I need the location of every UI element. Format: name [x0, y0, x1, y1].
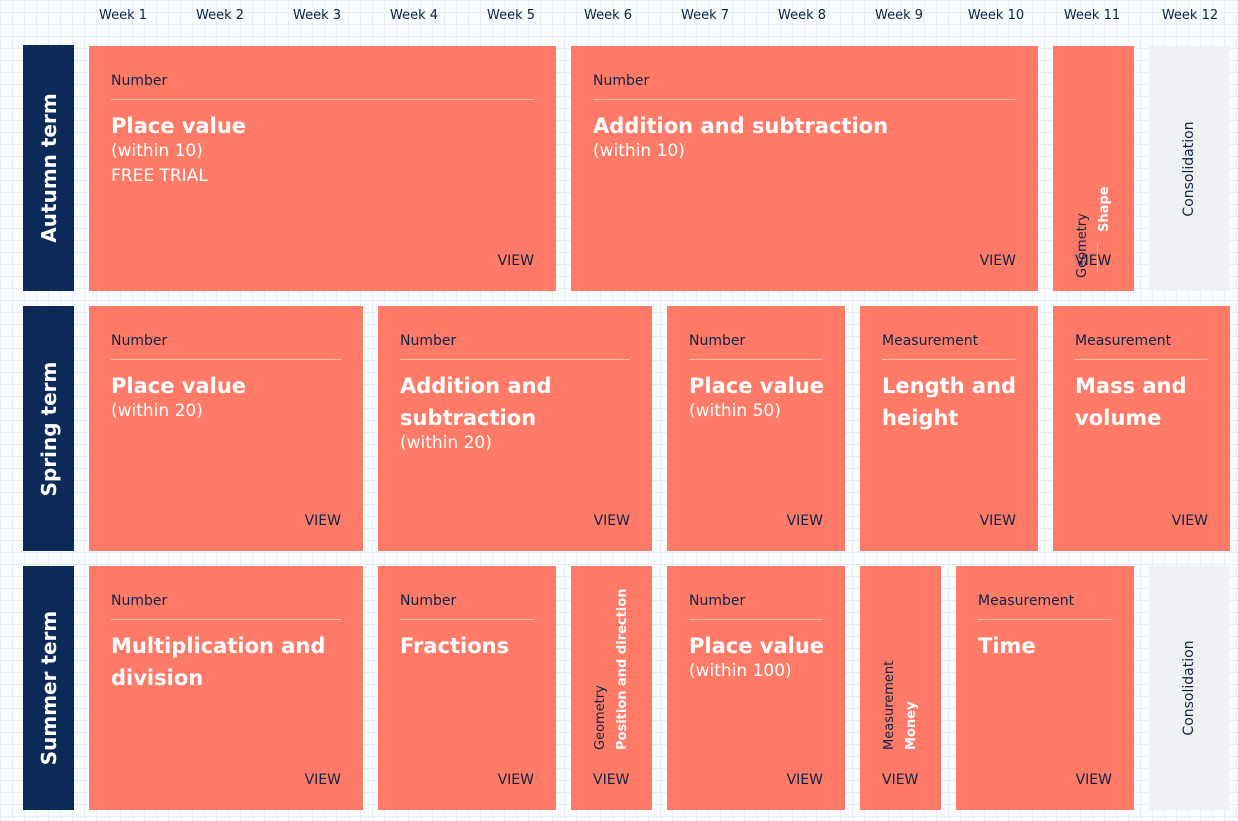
card-title-line-2: subtraction: [400, 406, 537, 430]
card-summer-fractions[interactable]: Number Fractions VIEW: [378, 566, 556, 810]
card-title-line-1: Mass and: [1075, 374, 1187, 398]
card-spring-mass-volume[interactable]: Measurement Mass and volume VIEW: [1053, 306, 1230, 551]
card-spring-place-value-50[interactable]: Number Place value (within 50) VIEW: [667, 306, 845, 551]
view-link[interactable]: VIEW: [979, 253, 1016, 269]
card-summer-position-direction[interactable]: Geometry Position and direction VIEW: [571, 566, 652, 810]
consolidation-label: Consolidation: [1181, 120, 1197, 217]
card-autumn-place-value[interactable]: Number Place value (within 10) FREE TRIA…: [89, 46, 556, 291]
week-2-label: Week 2: [195, 8, 245, 23]
card-title: Position and direction: [615, 588, 630, 750]
view-link[interactable]: VIEW: [304, 772, 341, 788]
view-link[interactable]: VIEW: [304, 513, 341, 529]
view-link[interactable]: VIEW: [593, 513, 630, 529]
week-9-label: Week 9: [874, 8, 924, 23]
card-title-line-2: height: [882, 406, 959, 430]
summer-term-text: Summer term: [36, 610, 61, 766]
strand-label: Measurement: [882, 660, 897, 750]
card-title: Shape: [1097, 186, 1112, 232]
strand-label: Number: [689, 333, 823, 360]
card-title: Fractions: [400, 634, 510, 658]
card-subtitle: (within 20): [111, 401, 203, 421]
card-summer-money[interactable]: Measurement Money VIEW: [860, 566, 941, 810]
view-link[interactable]: VIEW: [1075, 253, 1112, 269]
strand-label: Number: [111, 333, 341, 360]
card-subtitle: (within 20): [400, 433, 492, 453]
view-link[interactable]: VIEW: [497, 772, 534, 788]
card-spring-length-height[interactable]: Measurement Length and height VIEW: [860, 306, 1038, 551]
card-autumn-addition-subtraction[interactable]: Number Addition and subtraction (within …: [571, 46, 1038, 291]
card-summer-place-value-100[interactable]: Number Place value (within 100) VIEW: [667, 566, 845, 810]
strand-label: Number: [689, 593, 823, 620]
card-spring-place-value[interactable]: Number Place value (within 20) VIEW: [89, 306, 363, 551]
spring-term-label: Spring term: [23, 306, 74, 551]
autumn-term-text: Autumn term: [36, 93, 61, 243]
strand-label: Measurement: [882, 333, 1016, 360]
view-link[interactable]: VIEW: [1075, 772, 1112, 788]
view-link[interactable]: VIEW: [786, 513, 823, 529]
summer-consolidation: Consolidation: [1149, 566, 1229, 810]
card-subtitle: (within 10): [111, 141, 203, 161]
free-trial-label: FREE TRIAL: [111, 166, 208, 186]
week-11-label: Week 11: [1063, 8, 1121, 23]
card-title-line-1: Length and: [882, 374, 1017, 398]
divider: [1097, 242, 1110, 272]
card-title: Place value: [689, 374, 825, 398]
strand-label: Geometry: [593, 685, 608, 750]
week-8-label: Week 8: [777, 8, 827, 23]
view-link[interactable]: VIEW: [1171, 513, 1208, 529]
card-title: Place value: [111, 114, 247, 138]
week-6-label: Week 6: [583, 8, 633, 23]
card-autumn-shape[interactable]: Geometry Shape VIEW: [1053, 46, 1134, 291]
consolidation-label: Consolidation: [1181, 640, 1197, 736]
week-10-label: Week 10: [967, 8, 1025, 23]
week-12-label: Week 12: [1161, 8, 1219, 23]
card-summer-multiplication-division[interactable]: Number Multiplication and division VIEW: [89, 566, 363, 810]
week-1-label: Week 1: [98, 8, 148, 23]
card-title-line-1: Multiplication and: [111, 634, 326, 658]
strand-label: Number: [593, 73, 1016, 100]
card-subtitle: (within 10): [593, 141, 685, 161]
view-link[interactable]: VIEW: [882, 772, 919, 788]
autumn-term-label: Autumn term: [23, 45, 74, 291]
card-subtitle: (within 50): [689, 401, 781, 421]
week-4-label: Week 4: [389, 8, 439, 23]
card-title: Time: [978, 634, 1036, 658]
card-spring-addition-subtraction[interactable]: Number Addition and subtraction (within …: [378, 306, 652, 551]
strand-label: Number: [400, 593, 534, 620]
week-5-label: Week 5: [486, 8, 536, 23]
card-title: Addition and subtraction: [593, 114, 889, 138]
week-7-label: Week 7: [680, 8, 730, 23]
card-title: Money: [904, 701, 919, 750]
card-summer-time[interactable]: Measurement Time VIEW: [956, 566, 1134, 810]
view-link[interactable]: VIEW: [593, 772, 630, 788]
strand-label: Number: [111, 593, 341, 620]
strand-label: Number: [111, 73, 534, 100]
view-link[interactable]: VIEW: [786, 772, 823, 788]
spring-term-text: Spring term: [36, 361, 61, 496]
view-link[interactable]: VIEW: [979, 513, 1016, 529]
card-title: Place value: [111, 374, 247, 398]
strand-label: Measurement: [1075, 333, 1208, 360]
card-title: Place value: [689, 634, 825, 658]
week-3-label: Week 3: [292, 8, 342, 23]
card-subtitle: (within 100): [689, 661, 792, 681]
summer-term-label: Summer term: [23, 566, 74, 810]
autumn-consolidation: Consolidation: [1149, 46, 1229, 291]
card-title-line-1: Addition and: [400, 374, 552, 398]
strand-label: Measurement: [978, 593, 1112, 620]
card-title-line-2: volume: [1075, 406, 1162, 430]
strand-label: Number: [400, 333, 630, 360]
card-title-line-2: division: [111, 666, 204, 690]
view-link[interactable]: VIEW: [497, 253, 534, 269]
